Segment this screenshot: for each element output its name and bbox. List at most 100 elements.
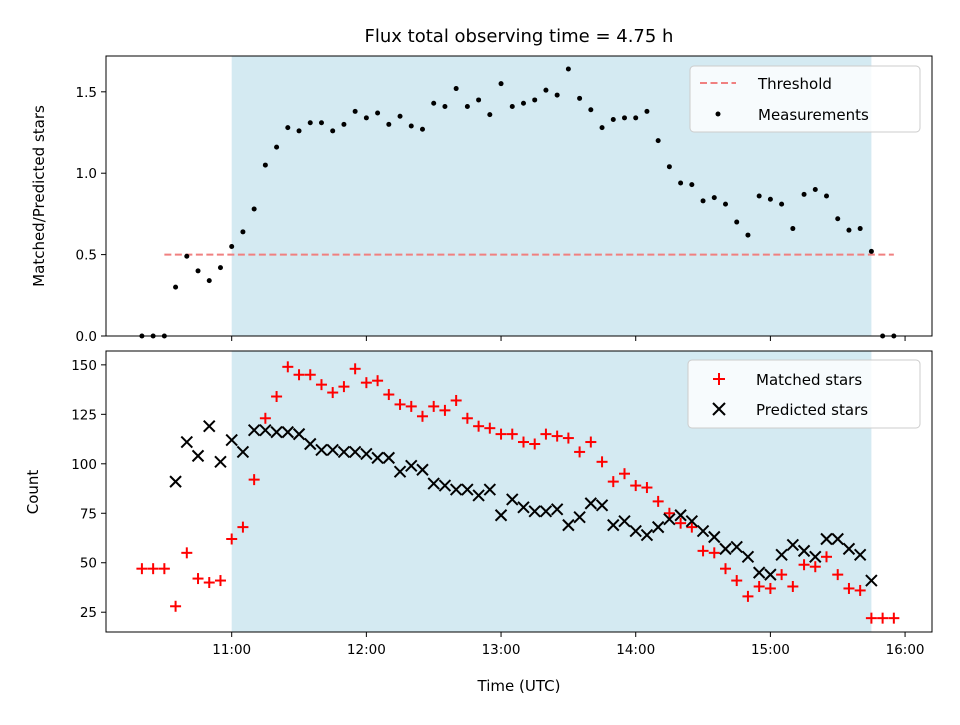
matched-star-point xyxy=(315,379,327,391)
measurement-point xyxy=(543,87,549,93)
matched-star-point xyxy=(529,438,541,450)
matched-star-point xyxy=(147,563,159,575)
measurement-point xyxy=(554,92,560,98)
predicted-star-point xyxy=(472,489,485,502)
matched-star-point xyxy=(809,561,821,573)
matched-star-point xyxy=(383,389,395,401)
measurement-point xyxy=(824,193,830,199)
measurement-point xyxy=(723,201,728,207)
bottom-legend: Matched stars Predicted stars xyxy=(687,359,921,429)
matched-star-point xyxy=(338,381,350,393)
measurement-point xyxy=(588,107,594,113)
matched-star-point xyxy=(776,569,788,581)
predicted-star-point xyxy=(853,548,867,562)
measurement-point xyxy=(397,113,403,119)
legend-predicted-swatch xyxy=(712,402,726,416)
matched-star-point xyxy=(259,412,271,424)
measurement-point xyxy=(756,193,762,199)
bottom-x-ticks: 11:00 12:00 13:00 14:00 15:00 16:00 xyxy=(212,632,925,658)
measurement-point xyxy=(711,195,717,201)
measurement-point xyxy=(621,115,627,121)
matched-star-point xyxy=(428,400,440,412)
x-tick-label: 13:00 xyxy=(482,642,521,658)
measurement-point xyxy=(610,116,616,122)
measurement-point xyxy=(520,100,526,106)
measurement-point xyxy=(229,243,235,249)
predicted-star-point xyxy=(203,419,216,433)
matched-star-point xyxy=(495,428,507,440)
matched-star-point xyxy=(843,582,855,594)
measurement-point xyxy=(868,248,874,254)
predicted-star-point xyxy=(304,437,317,451)
matched-star-point xyxy=(832,569,844,581)
matched-star-point xyxy=(327,387,339,399)
top-axes-frame xyxy=(105,55,933,337)
measurement-point xyxy=(689,182,695,188)
measurement-point xyxy=(678,180,684,186)
predicted-star-point xyxy=(809,550,822,564)
measurement-point xyxy=(633,115,639,121)
matched-star-point xyxy=(585,436,597,448)
measurement-point xyxy=(442,103,448,109)
matched-star-point xyxy=(753,580,765,592)
matched-star-point xyxy=(461,412,473,424)
measurement-point xyxy=(846,227,852,233)
matched-star-point xyxy=(675,517,687,529)
predicted-star-point xyxy=(517,501,530,514)
measurement-point xyxy=(857,226,863,232)
measurement-point xyxy=(453,86,459,92)
measurement-point xyxy=(206,278,212,284)
predicted-star-point xyxy=(405,459,418,472)
predicted-star-point xyxy=(191,449,205,463)
top-x-ticks xyxy=(231,336,906,341)
x-tick-label: 11:00 xyxy=(212,642,251,658)
predicted-star-point xyxy=(449,483,463,496)
measurement-point xyxy=(734,219,740,225)
predicted-star-point xyxy=(461,483,474,496)
predicted-star-point xyxy=(595,499,609,512)
predicted-star-point xyxy=(382,451,396,465)
matched-star-point xyxy=(473,420,485,432)
legend-measurements-label: Measurements xyxy=(758,106,869,124)
measurement-point xyxy=(330,128,336,134)
predicted-star-point xyxy=(786,538,800,552)
measurement-point xyxy=(476,97,482,103)
predicted-star-point xyxy=(337,445,351,459)
matched-star-point xyxy=(203,577,215,589)
matched-star-point xyxy=(652,495,664,507)
predicted-star-point xyxy=(820,532,833,546)
matched-star-point xyxy=(618,468,630,480)
predicted-star-point xyxy=(348,445,362,459)
bottom-y-ticks: 25 50 75 100 125 150 xyxy=(71,358,106,621)
y-tick-label: 50 xyxy=(80,556,97,572)
predicted-star-point xyxy=(640,528,654,542)
measurement-point xyxy=(285,125,291,131)
predicted-star-point xyxy=(775,548,788,562)
predicted-star-point xyxy=(573,511,586,524)
measurement-point xyxy=(812,186,818,192)
measurement-point xyxy=(790,226,796,232)
matched-star-point xyxy=(304,369,316,381)
matched-star-point xyxy=(540,428,552,440)
matched-star-point xyxy=(237,521,249,533)
matched-star-point xyxy=(551,430,563,442)
measurement-point xyxy=(173,284,179,290)
measurement-point xyxy=(577,95,583,101)
measurement-point xyxy=(318,120,324,126)
measurements-points xyxy=(139,66,897,339)
y-tick-label: 25 xyxy=(80,605,97,621)
predicted-star-point xyxy=(752,566,766,579)
measurement-point xyxy=(262,162,268,168)
predicted-star-point xyxy=(539,505,553,518)
predicted-star-point xyxy=(663,512,676,526)
matched-star-point xyxy=(764,582,776,594)
matched-star-point xyxy=(720,563,731,575)
measurement-point xyxy=(184,253,190,259)
bottom-axes-frame xyxy=(105,350,933,633)
chart-title: Flux total observing time = 4.75 h xyxy=(365,26,674,47)
y-tick-label: 1.0 xyxy=(76,166,97,182)
matched-star-point xyxy=(484,422,496,434)
matched-star-point xyxy=(416,410,428,422)
legend-matched-swatch xyxy=(713,373,725,385)
matched-star-point xyxy=(506,428,518,440)
